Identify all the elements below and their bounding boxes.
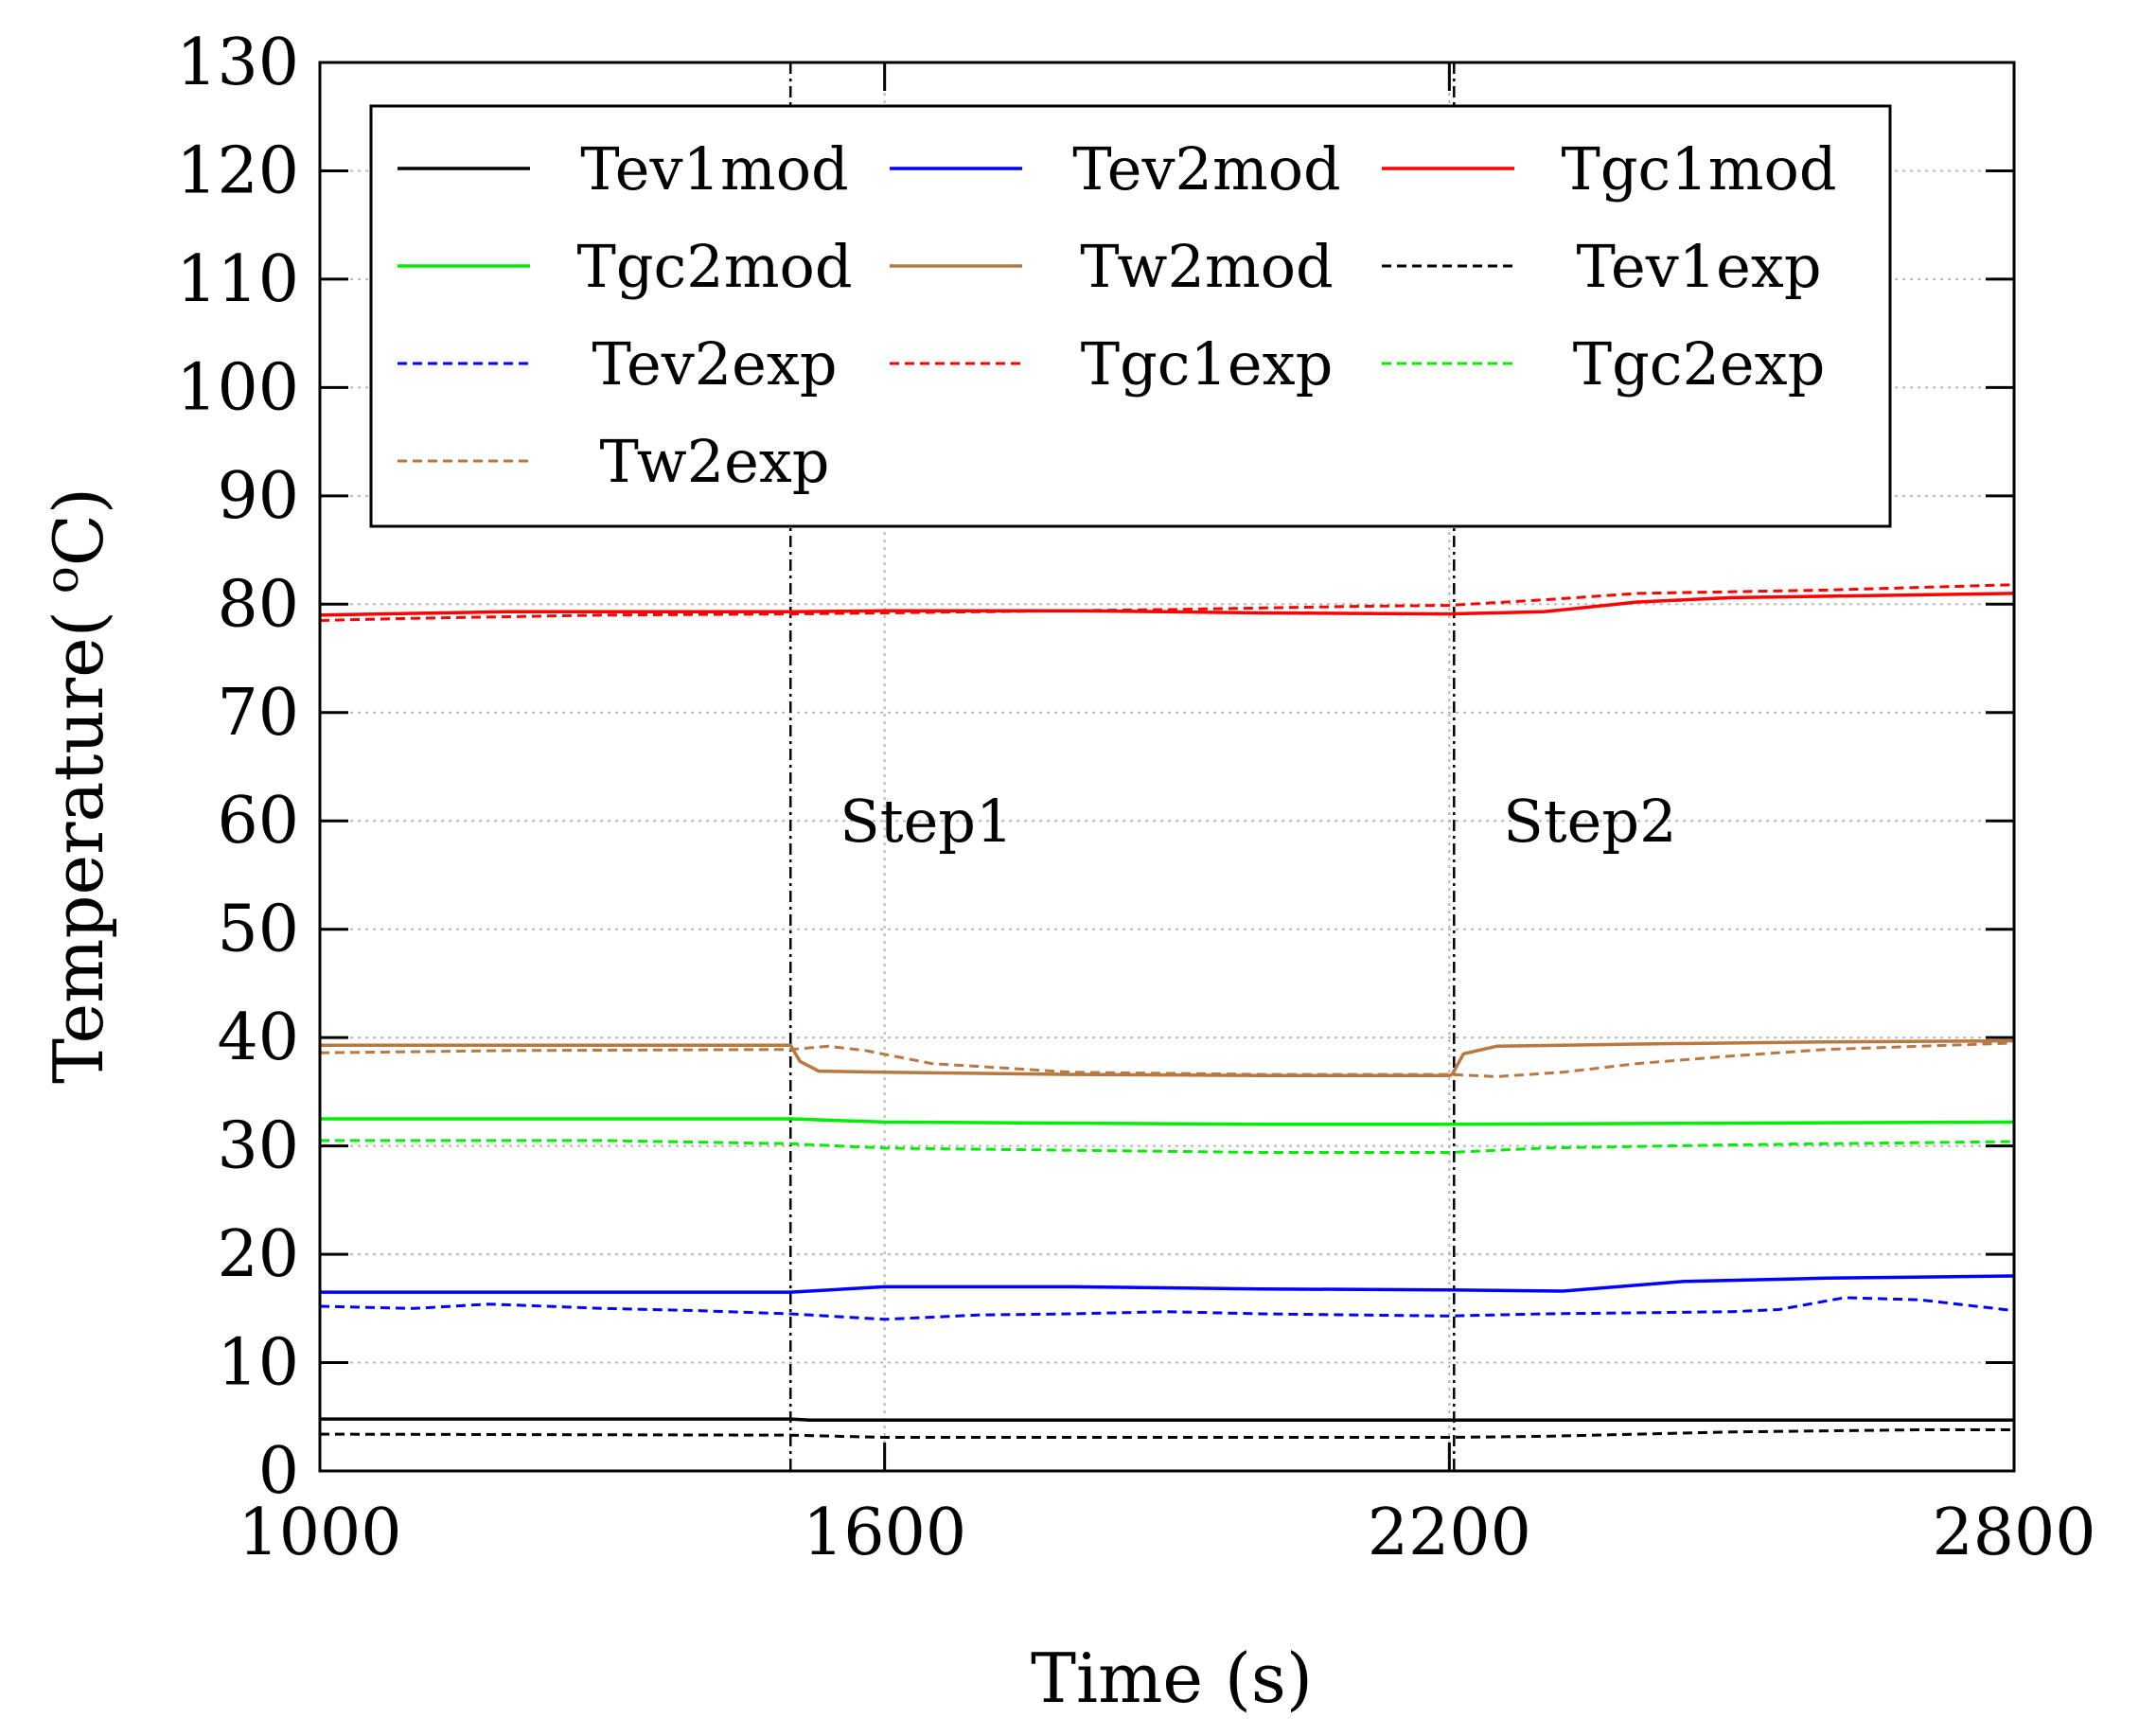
- series-line-Tev2exp: [319, 1296, 2015, 1321]
- x-tick-label-2800: 2800: [1932, 1496, 2095, 1570]
- legend-label-Tw2mod: Tw2mod: [1080, 232, 1333, 301]
- step-vertical-lines: [788, 62, 1456, 1471]
- x-tick-label-1000: 1000: [238, 1496, 401, 1570]
- legend-box: [369, 104, 1892, 528]
- legend-label-Tw2exp: Tw2exp: [599, 427, 829, 496]
- y-tick-label-120: 120: [176, 133, 299, 208]
- y-tick-label-80: 80: [217, 567, 299, 642]
- y-axis-title-superscript: o: [36, 566, 89, 593]
- plot-frame: [318, 61, 2016, 1473]
- legend-label-Tgc1mod: Tgc1mod: [1561, 134, 1836, 204]
- legend-label-Tev1mod: Tev1mod: [580, 134, 849, 204]
- series-line-Tgc2exp: [320, 1139, 2015, 1154]
- y-tick-label-60: 60: [217, 784, 299, 859]
- legend-label-Tev1exp: Tev1exp: [1576, 232, 1821, 301]
- y-tick-label-70: 70: [217, 676, 299, 751]
- y-tick-label-20: 20: [217, 1217, 299, 1292]
- y-tick-label-110: 110: [176, 242, 299, 317]
- step-label-1: Step1: [840, 787, 1013, 856]
- series-line-Tgc1exp: [319, 583, 2015, 622]
- annotations: Step1 Step2: [840, 787, 1676, 856]
- step-label-2: Step2: [1503, 787, 1676, 856]
- x-tick-label-1600: 1600: [803, 1496, 966, 1570]
- y-tick-label-130: 130: [176, 26, 299, 100]
- legend-label-Tgc2exp: Tgc2exp: [1573, 329, 1826, 399]
- series-line-Tev2mod: [320, 1274, 2015, 1294]
- y-axis-title-prefix: Temperature(: [39, 611, 118, 1084]
- axis-ticks: 0 10 20 30 40 50 60 70 80 90 100 110 120 130 1000 1600 2…: [176, 26, 2095, 1570]
- y-tick-label-50: 50: [217, 893, 299, 967]
- y-tick-label-90: 90: [217, 459, 299, 534]
- series-line-Tgc2mod: [320, 1117, 2015, 1126]
- y-axis-title-unit: C): [39, 487, 118, 566]
- series-line-Tw2exp: [319, 1041, 2015, 1078]
- y-tick-label-30: 30: [217, 1109, 299, 1184]
- legend: Tev1mod Tev2mod Tgc1mod Tgc2mod Tw2mod Tev1ex…: [369, 104, 1892, 528]
- y-tick-label-40: 40: [217, 1001, 299, 1075]
- y-tick-label-100: 100: [176, 350, 299, 425]
- x-tick-label-2200: 2200: [1368, 1496, 1531, 1570]
- legend-label-Tgc2mod: Tgc2mod: [576, 232, 852, 301]
- series-line-Tev1mod: [320, 1417, 2014, 1422]
- x-axis-title: Time (s): [1031, 1639, 1313, 1718]
- legend-label-Tev2mod: Tev2mod: [1072, 134, 1341, 204]
- series-line-Tgc1mod: [319, 592, 2015, 617]
- y-tick-label-10: 10: [217, 1326, 299, 1401]
- legend-label-Tgc1exp: Tgc1exp: [1081, 329, 1334, 399]
- y-axis-title: Temperature( oC): [36, 487, 118, 1084]
- series-line-Tev1exp: [319, 1428, 2014, 1439]
- series-lines: [319, 583, 2015, 1439]
- y-tick-label-0: 0: [258, 1434, 299, 1509]
- legend-label-Tev2exp: Tev2exp: [592, 329, 837, 399]
